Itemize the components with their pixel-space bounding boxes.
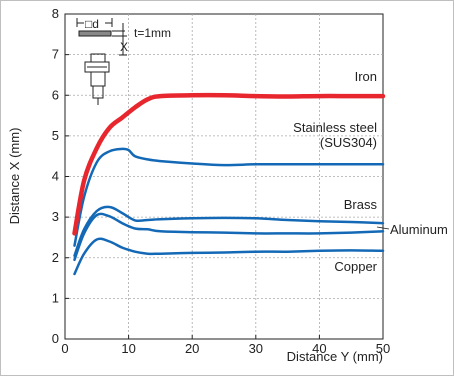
series-label-line: Iron <box>355 69 377 84</box>
y-tick-label: 3 <box>52 209 59 224</box>
y-tick-label: 2 <box>52 250 59 265</box>
series-label-line: (SUS304) <box>320 135 377 150</box>
series-lines <box>72 92 386 276</box>
series-line-iron <box>72 92 386 236</box>
series-label-brass: Brass <box>344 197 378 212</box>
x-tick-label: 0 <box>61 341 68 356</box>
series-label-stainless-steel: Stainless steel (SUS304) <box>293 120 377 150</box>
series-line-stainless-steel <box>73 147 385 247</box>
series-label-copper: Copper <box>334 259 377 274</box>
y-tick-label: 0 <box>52 331 59 346</box>
series-line-copper <box>73 237 385 276</box>
series-line-brass <box>73 205 385 257</box>
inset-d-label: □d <box>85 17 99 31</box>
series-label-line: Stainless steel <box>293 120 377 135</box>
y-tick-label: 1 <box>52 290 59 305</box>
series-label-line: Aluminum <box>390 222 448 237</box>
series-line-aluminum <box>73 212 385 262</box>
x-tick-label: 10 <box>121 341 135 356</box>
y-tick-label: 6 <box>52 87 59 102</box>
x-tick-label: 40 <box>312 341 326 356</box>
series-label-iron: Iron <box>355 69 377 84</box>
series-label-line: Brass <box>344 197 378 212</box>
x-tick-label: 50 <box>376 341 390 356</box>
grid-lines <box>64 13 384 340</box>
y-tick-label: 7 <box>52 47 59 62</box>
inset-x-label: X <box>120 40 128 54</box>
series-labels: Iron Stainless steel (SUS304) Brass Aluminum… <box>293 69 448 274</box>
sensor-diagram <box>76 18 127 105</box>
inset-t-label: t=1mm <box>134 26 171 40</box>
aluminum-leader-line <box>376 226 390 230</box>
x-tick-label: 30 <box>249 341 263 356</box>
plot-area <box>64 13 384 340</box>
y-axis-label: Distance X (mm) <box>7 128 22 225</box>
y-tick-label: 5 <box>52 128 59 143</box>
y-tick-label: 4 <box>52 169 59 184</box>
x-tick-label: 20 <box>185 341 199 356</box>
tick-labels: 0 10 20 30 40 50 0 1 2 3 4 5 6 7 8 <box>52 6 390 356</box>
series-label-line: Copper <box>334 259 377 274</box>
x-axis-label: Distance Y (mm) <box>287 349 383 364</box>
y-tick-label: 8 <box>52 6 59 21</box>
series-label-aluminum: Aluminum <box>390 222 448 237</box>
